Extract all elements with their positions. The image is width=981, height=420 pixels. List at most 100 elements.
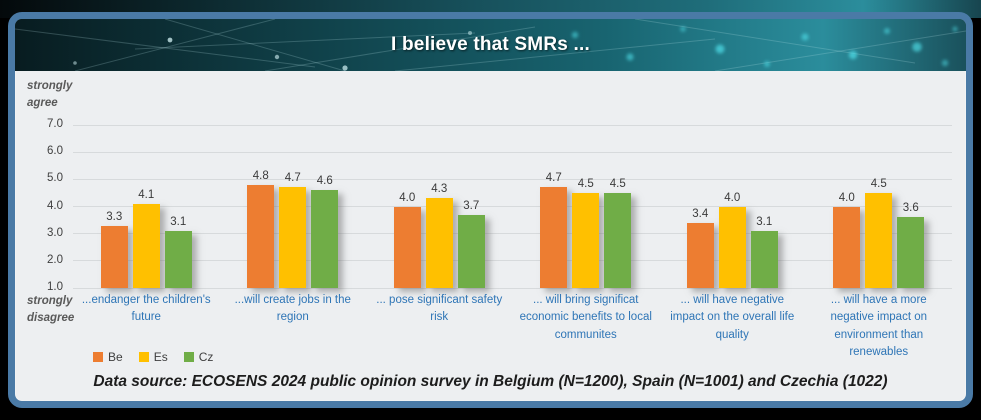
y-axis-tick-label: 6.0 (47, 145, 63, 158)
bar-cz (164, 230, 192, 288)
bar-cz (897, 217, 925, 288)
bar-value-label: 4.7 (545, 172, 562, 185)
bar-value-label: 3.7 (463, 199, 480, 212)
bar-cell: 3.1 (164, 215, 192, 288)
bar-es (425, 198, 453, 288)
bar-cell: 4.5 (865, 177, 893, 288)
plot-area: 3.3 4.1 3.1 4.8 4.7 4.6 4.0 4.3 3.7 4.7 4.5 4.5 3.4 4… (73, 124, 952, 289)
bar-cell: 4.0 (833, 191, 861, 288)
y-axis-ticks: 7.0 6.0 5.0 4.0 3.0 2.0 1.0 (15, 118, 63, 293)
y-axis-top-label-line1: strongly (27, 80, 73, 92)
category-label: ...endanger the children's future (81, 294, 211, 324)
bar-group: 4.8 4.7 4.6 (220, 125, 367, 288)
y-axis-bottom-label: strongly disagree (27, 293, 74, 326)
legend-label: Be (108, 350, 123, 364)
y-axis-bottom-label-line1: strongly (27, 295, 73, 307)
bar-cell: 4.5 (604, 177, 632, 288)
chart-title: I believe that SMRs ... (391, 34, 590, 55)
bar-value-label: 3.3 (106, 210, 123, 223)
bar-es (718, 206, 746, 288)
y-axis-tick-label: 1.0 (47, 281, 63, 293)
chart-area: strongly agree strongly disagree 7.0 6.0 5… (15, 71, 966, 401)
source-note: Data source: ECOSENS 2024 public opinion… (93, 373, 888, 390)
category-label: ... will bring significat economic benef… (519, 294, 652, 341)
bar-be (100, 225, 128, 288)
bar-group: 3.4 4.0 3.1 (659, 125, 806, 288)
y-axis-tick-label: 5.0 (47, 172, 63, 185)
gridline (73, 260, 952, 262)
bar-value-label: 4.3 (431, 183, 448, 196)
bar-cell: 4.0 (393, 191, 421, 288)
bar-es (865, 192, 893, 288)
bar-cell: 3.7 (457, 199, 485, 288)
legend-label: Cz (198, 350, 214, 364)
legend-item-be: Be (93, 350, 123, 364)
legend: Be Es Cz (93, 350, 213, 364)
legend-swatch-cz (183, 352, 194, 362)
gridline (73, 151, 952, 153)
bar-cell: 4.7 (540, 172, 568, 288)
bar-be (393, 206, 421, 288)
bar-cell: 4.5 (572, 177, 600, 288)
legend-item-cz: Cz (183, 350, 214, 364)
bar-group: 4.0 4.3 3.7 (366, 125, 513, 288)
chart-card: I believe that SMRs ... strongly agree s… (8, 12, 973, 408)
gridline (73, 206, 952, 207)
bar-value-label: 3.1 (170, 215, 187, 228)
bar-value-label: 4.5 (870, 177, 887, 190)
title-banner: I believe that SMRs ... (15, 19, 966, 71)
bar-cell: 4.3 (425, 183, 453, 288)
gridline (73, 287, 952, 289)
bar-value-label: 4.6 (316, 175, 333, 188)
gridline (73, 178, 952, 180)
bar-value-label: 3.1 (756, 215, 773, 228)
category-label: ... will have a more negative impact on … (830, 294, 928, 358)
bar-cell: 3.1 (750, 215, 778, 288)
bar-value-label: 4.8 (252, 169, 269, 182)
bar-es (572, 192, 600, 288)
bar-be (686, 222, 714, 288)
bar-value-label: 4.0 (399, 191, 416, 204)
y-axis-tick-label: 2.0 (47, 253, 63, 266)
legend-swatch-es (138, 352, 149, 362)
bar-cell: 4.7 (279, 172, 307, 288)
bar-cell: 4.0 (718, 191, 746, 288)
bar-value-label: 4.0 (838, 191, 855, 204)
bar-cell: 3.4 (686, 207, 714, 288)
y-axis-tick-label: 4.0 (47, 199, 63, 212)
bar-value-label: 4.5 (609, 177, 626, 190)
y-axis-tick-label: 3.0 (47, 226, 63, 239)
bar-group: 3.3 4.1 3.1 (73, 125, 220, 288)
bar-be (833, 206, 861, 288)
bar-cz (457, 214, 485, 288)
legend-swatch-be (93, 352, 103, 362)
bar-value-label: 4.1 (138, 188, 155, 201)
bar-cz (750, 230, 778, 288)
y-axis-bottom-label-line2: disagree (27, 311, 75, 324)
legend-label: Es (153, 350, 168, 364)
bar-cell: 4.6 (311, 175, 339, 288)
bar-groups: 3.3 4.1 3.1 4.8 4.7 4.6 4.0 4.3 3.7 4.7 4.5 4.5 3.4 4… (73, 125, 952, 288)
gridline (73, 233, 952, 235)
bar-group: 4.0 4.5 3.6 (806, 125, 953, 288)
bar-value-label: 4.0 (724, 191, 741, 204)
bar-es (279, 187, 307, 288)
gridline (73, 124, 952, 126)
bar-cz (604, 192, 632, 288)
bar-value-label: 3.6 (902, 202, 919, 215)
bar-cell: 3.6 (897, 202, 925, 288)
y-axis-top-label-line2: agree (27, 96, 58, 109)
bar-es (132, 203, 160, 288)
bar-cell: 4.8 (247, 169, 275, 288)
category-label: ... pose significant safety risk (376, 294, 503, 324)
bar-value-label: 3.4 (692, 207, 709, 220)
category-labels: ...endanger the children's future ...will… (73, 292, 952, 361)
banner-network-decoration (15, 19, 966, 71)
legend-item-es: Es (138, 350, 168, 364)
bar-be (247, 184, 275, 288)
bar-be (540, 187, 568, 288)
bar-group: 4.7 4.5 4.5 (513, 125, 660, 288)
bar-value-label: 4.5 (577, 177, 594, 190)
bar-cz (311, 190, 339, 288)
category-label: ... will have negative impact on the ove… (670, 294, 795, 341)
